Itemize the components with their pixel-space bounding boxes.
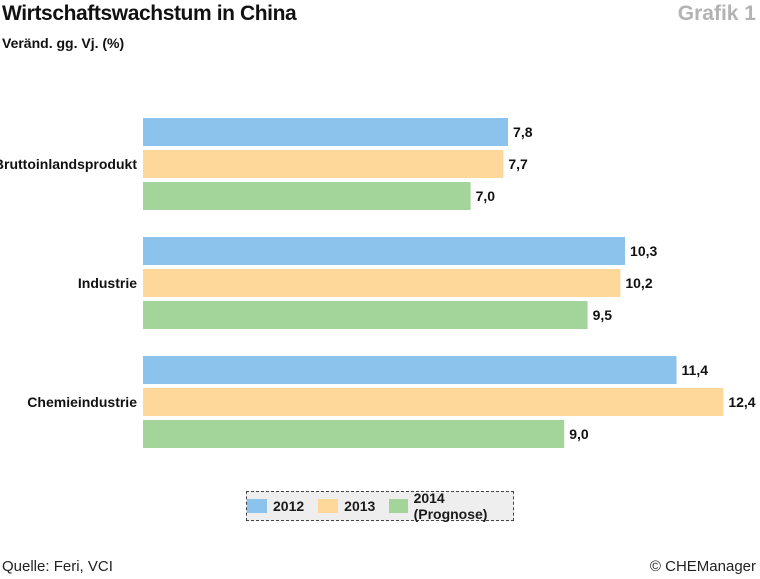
figure-number-label: Grafik 1 <box>677 2 756 25</box>
bar-bruttoinlandsprodukt-2013 <box>143 150 504 178</box>
bars <box>143 118 724 448</box>
value-label-chemieindustrie-2013: 12,4 <box>728 394 755 410</box>
legend-item-2012: 2012 <box>247 498 304 514</box>
bar-industrie-2012 <box>143 237 626 265</box>
copyright-note: © CHEManager <box>649 558 756 575</box>
bar-chart: Bruttoinlandsprodukt Industrie Chemieindus… <box>0 118 756 448</box>
category-label-bruttoinlandsprodukt: Bruttoinlandsprodukt <box>0 156 137 172</box>
bar-chemieindustrie-2013 <box>143 388 724 416</box>
legend-label-2013: 2013 <box>344 498 376 514</box>
bar-bruttoinlandsprodukt-2012 <box>143 118 509 146</box>
value-label-bruttoinlandsprodukt-2013: 7,7 <box>508 156 528 172</box>
value-label-bruttoinlandsprodukt-2014-prognose: 7,0 <box>476 188 496 204</box>
legend-swatch-2014 <box>389 499 408 513</box>
value-label-industrie-2012: 10,3 <box>630 243 657 259</box>
chart-subtitle: Veränd. gg. Vj. (%) <box>2 35 125 51</box>
category-label-industrie: Industrie <box>78 275 137 291</box>
legend-swatch-2012 <box>247 499 267 513</box>
value-label-industrie-2014-prognose: 9,5 <box>593 307 613 323</box>
legend-label-2014: 2014 (Prognose) <box>413 490 488 522</box>
bar-industrie-2013 <box>143 269 621 297</box>
bar-bruttoinlandsprodukt-2014-prognose <box>143 182 471 210</box>
bar-chemieindustrie-2012 <box>143 356 677 384</box>
value-label-chemieindustrie-2012: 11,4 <box>682 362 709 378</box>
legend-item-2014: 2014 (Prognose) <box>389 490 513 522</box>
value-labels: 7,8 7,7 7,0 10,3 10,2 9,5 11,4 12,4 9,0 <box>476 124 756 442</box>
value-label-industrie-2013: 10,2 <box>625 275 652 291</box>
category-labels: Bruttoinlandsprodukt Industrie Chemieindus… <box>0 156 137 410</box>
bar-industrie-2014-prognose <box>143 301 588 329</box>
value-label-chemieindustrie-2014-prognose: 9,0 <box>569 426 589 442</box>
legend-swatch-2013 <box>318 499 339 513</box>
legend: 2012 2013 2014 (Prognose) <box>246 490 514 522</box>
legend-item-2013: 2013 <box>318 498 375 514</box>
chart-title: Wirtschaftswachstum in China <box>2 2 297 25</box>
legend-label-2012: 2012 <box>273 498 305 514</box>
category-label-chemieindustrie: Chemieindustrie <box>27 394 137 410</box>
source-note: Quelle: Feri, VCI <box>2 558 113 575</box>
bar-chemieindustrie-2014-prognose <box>143 420 565 448</box>
value-label-bruttoinlandsprodukt-2012: 7,8 <box>513 124 533 140</box>
